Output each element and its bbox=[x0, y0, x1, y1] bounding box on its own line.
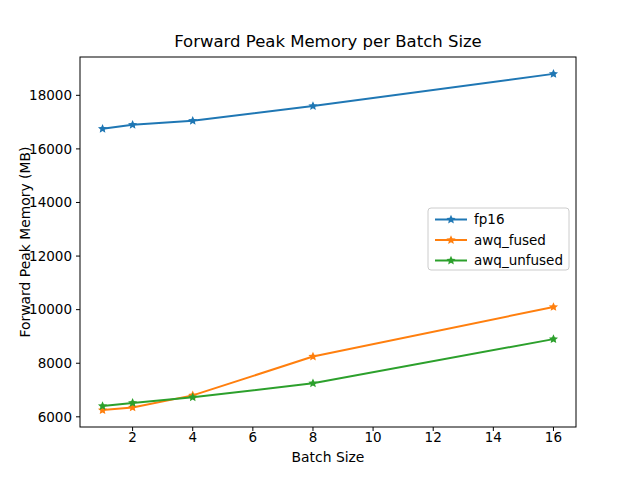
y-tick-label: 10000 bbox=[29, 301, 72, 317]
legend-label-fp16: fp16 bbox=[474, 211, 505, 227]
y-axis-label: Forward Peak Memory (MB) bbox=[17, 147, 33, 338]
figure: 2 4 6 8 10 12 14 16 6000 8000 10000 12000 14000 16000… bbox=[0, 0, 640, 480]
series-line-awq_fused bbox=[103, 307, 554, 410]
data-point-star-awq_unfused bbox=[549, 334, 558, 343]
x-tick-label: 2 bbox=[128, 429, 137, 445]
x-axis-label: Batch Size bbox=[292, 449, 365, 465]
y-tick-label: 6000 bbox=[38, 409, 72, 425]
x-tick-label: 14 bbox=[485, 429, 502, 445]
x-tick-label: 4 bbox=[188, 429, 197, 445]
x-tick-label: 16 bbox=[545, 429, 562, 445]
data-point-star-fp16 bbox=[188, 116, 197, 125]
data-point-star-awq_fused bbox=[308, 352, 317, 361]
legend: fp16 awq_fused awq_unfused bbox=[428, 208, 569, 270]
y-tick-label: 18000 bbox=[29, 87, 72, 103]
y-tick-label: 14000 bbox=[29, 194, 72, 210]
series-line-awq_unfused bbox=[103, 339, 554, 406]
chart-title: Forward Peak Memory per Batch Size bbox=[174, 32, 482, 51]
x-tick-label: 10 bbox=[364, 429, 381, 445]
data-point-star-awq_unfused bbox=[308, 379, 317, 388]
x-tick-label: 12 bbox=[425, 429, 442, 445]
x-tick-label: 8 bbox=[309, 429, 318, 445]
data-point-star-fp16 bbox=[308, 101, 317, 110]
y-tick-label: 16000 bbox=[29, 141, 72, 157]
memory-line-chart: 2 4 6 8 10 12 14 16 6000 8000 10000 12000 14000 16000… bbox=[0, 0, 640, 480]
y-tick-label: 12000 bbox=[29, 248, 72, 264]
data-point-star-fp16 bbox=[98, 124, 107, 133]
x-tick-label: 6 bbox=[249, 429, 258, 445]
data-point-star-fp16 bbox=[549, 69, 558, 78]
series-line-fp16 bbox=[103, 74, 554, 129]
data-point-star-fp16 bbox=[128, 120, 137, 129]
legend-label-awq_fused: awq_fused bbox=[474, 232, 546, 248]
data-point-star-awq_fused bbox=[549, 302, 558, 311]
legend-label-awq_unfused: awq_unfused bbox=[474, 252, 563, 268]
y-tick-label: 8000 bbox=[38, 355, 72, 371]
